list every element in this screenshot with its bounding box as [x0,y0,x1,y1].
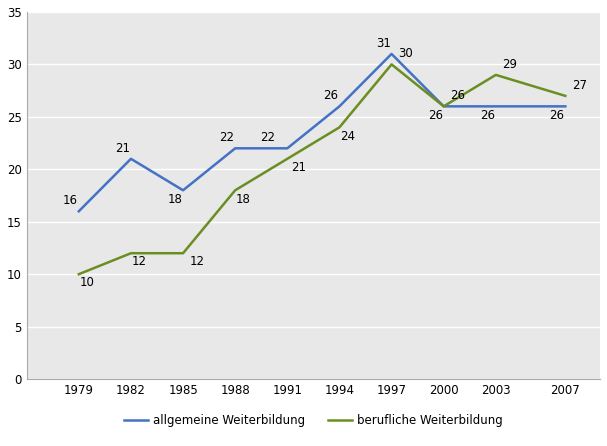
Text: 27: 27 [572,78,587,92]
berufliche Weiterbildung [492,72,500,78]
Line: allgemeine Weiterbildung: allgemeine Weiterbildung [79,54,565,211]
Text: 12: 12 [189,256,205,268]
Text: 24: 24 [341,130,355,143]
Text: 30: 30 [398,47,413,60]
berufliche Weiterbildung [180,251,187,256]
Text: 26: 26 [324,89,339,102]
Text: 22: 22 [260,131,276,144]
berufliche Weiterbildung [127,251,135,256]
berufliche Weiterbildung [231,188,239,193]
Text: 18: 18 [236,193,251,206]
Legend: allgemeine Weiterbildung, berufliche Weiterbildung: allgemeine Weiterbildung, berufliche Wei… [120,409,507,432]
Text: 26: 26 [549,109,565,122]
allgemeine Weiterbildung [127,156,135,161]
Text: 21: 21 [291,161,306,174]
Text: 12: 12 [132,256,147,268]
Text: 26: 26 [480,109,495,122]
berufliche Weiterbildung [336,125,343,130]
Text: 22: 22 [219,131,234,144]
Text: 16: 16 [63,194,78,207]
berufliche Weiterbildung [75,272,83,277]
allgemeine Weiterbildung [492,103,500,109]
Text: 31: 31 [376,37,391,50]
Text: 10: 10 [80,277,95,289]
Line: berufliche Weiterbildung: berufliche Weiterbildung [79,64,565,274]
Text: 21: 21 [115,142,130,155]
allgemeine Weiterbildung [336,103,343,109]
allgemeine Weiterbildung [388,51,395,57]
berufliche Weiterbildung [283,156,291,161]
allgemeine Weiterbildung [440,103,447,109]
Text: 26: 26 [450,89,465,102]
allgemeine Weiterbildung [561,103,569,109]
berufliche Weiterbildung [440,103,447,109]
Text: 18: 18 [168,193,182,206]
allgemeine Weiterbildung [180,188,187,193]
allgemeine Weiterbildung [75,209,83,214]
allgemeine Weiterbildung [283,146,291,151]
berufliche Weiterbildung [561,93,569,99]
berufliche Weiterbildung [388,62,395,67]
Text: 29: 29 [502,58,517,71]
allgemeine Weiterbildung [231,146,239,151]
Text: 26: 26 [428,109,443,122]
